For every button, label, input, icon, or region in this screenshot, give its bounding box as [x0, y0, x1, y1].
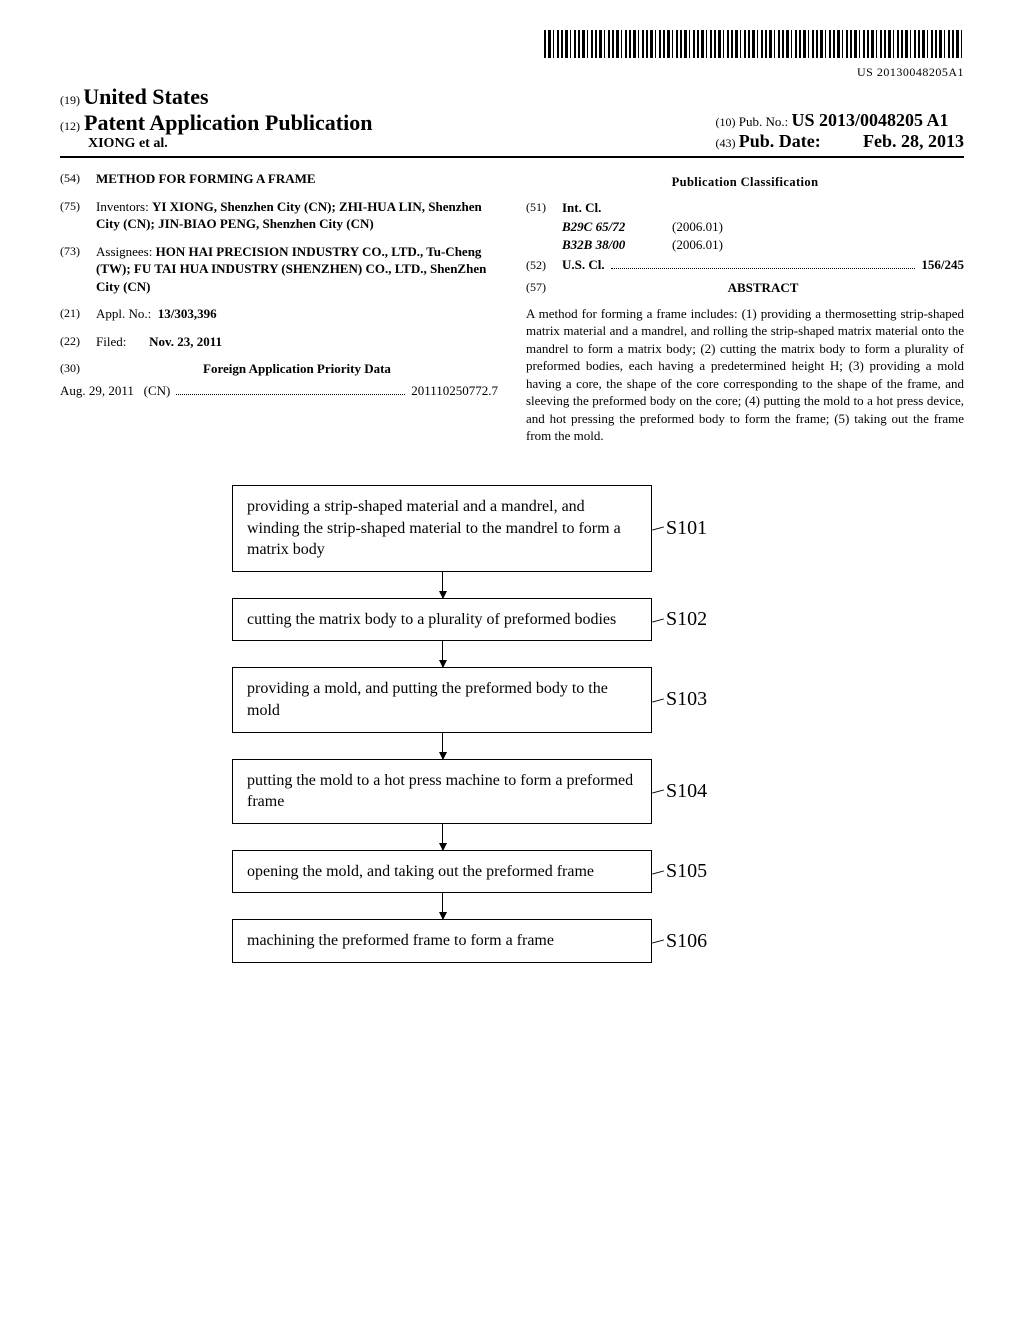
barcode-text: US 20130048205A1	[60, 65, 964, 80]
foreign-date: Aug. 29, 2011	[60, 382, 134, 400]
inventors-num: (75)	[60, 198, 96, 233]
applno-num: (21)	[60, 305, 96, 323]
flow-label: S104	[666, 780, 707, 803]
applno-field: (21) Appl. No.: 13/303,396	[60, 305, 498, 323]
header-left: (12) Patent Application Publication XION…	[60, 110, 372, 152]
uscl-value: 156/245	[921, 256, 964, 274]
pubno-num: (10)	[716, 115, 736, 129]
country-num: (19)	[60, 93, 80, 107]
flow-label: S103	[666, 688, 707, 711]
intcl-code: B32B 38/00	[562, 236, 672, 254]
country-name: United States	[83, 84, 208, 109]
flow-box: providing a mold, and putting the prefor…	[232, 667, 652, 732]
assignees-field: (73) Assignees: HON HAI PRECISION INDUST…	[60, 243, 498, 296]
flow-step: providing a mold, and putting the prefor…	[232, 667, 792, 732]
pub-type-num: (12)	[60, 119, 80, 133]
flow-arrow	[442, 733, 443, 759]
filed-num: (22)	[60, 333, 96, 351]
uscl-label: U.S. Cl.	[562, 256, 605, 274]
filed-field: (22) Filed: Nov. 23, 2011	[60, 333, 498, 351]
flow-label: S102	[666, 608, 707, 631]
flow-step: providing a strip-shaped material and a …	[232, 485, 792, 572]
abstract-text: A method for forming a frame includes: (…	[526, 305, 964, 445]
right-column: Publication Classification (51) Int. Cl.…	[526, 170, 964, 445]
dots-leader	[611, 268, 916, 269]
barcode-region: US 20130048205A1	[60, 30, 964, 80]
intcl-label: Int. Cl.	[562, 199, 601, 217]
abstract-head: ABSTRACT	[728, 280, 799, 295]
abstract-num: (57)	[526, 279, 562, 297]
flow-label: S101	[666, 517, 707, 540]
pubdate-value: Feb. 28, 2013	[824, 131, 964, 152]
header-rule	[60, 156, 964, 158]
pubdate-num: (43)	[716, 136, 736, 150]
intcl-entry: B32B 38/00 (2006.01)	[562, 236, 964, 254]
pubno-value: US 2013/0048205 A1	[791, 110, 948, 130]
flow-label: S105	[666, 860, 707, 883]
applno-value: 13/303,396	[158, 306, 217, 321]
intcl-ver: (2006.01)	[672, 218, 723, 236]
title-text: METHOD FOR FORMING A FRAME	[96, 171, 316, 186]
intcl-num: (51)	[526, 199, 562, 217]
flow-arrow	[442, 893, 443, 919]
flowchart: providing a strip-shaped material and a …	[232, 485, 792, 963]
biblio-columns: (54) METHOD FOR FORMING A FRAME (75) Inv…	[60, 170, 964, 445]
title-field: (54) METHOD FOR FORMING A FRAME	[60, 170, 498, 188]
flow-box: cutting the matrix body to a plurality o…	[232, 598, 652, 642]
flow-box: machining the preformed frame to form a …	[232, 919, 652, 963]
header-right: (10) Pub. No.: US 2013/0048205 A1 (43) P…	[716, 110, 965, 152]
pub-type: Patent Application Publication	[84, 110, 372, 135]
inventors-value: YI XIONG, Shenzhen City (CN); ZHI-HUA LI…	[96, 199, 482, 232]
intcl-entries: B29C 65/72 (2006.01) B32B 38/00 (2006.01…	[526, 218, 964, 253]
foreign-head: Foreign Application Priority Data	[203, 361, 391, 376]
foreign-head-field: (30) Foreign Application Priority Data	[60, 360, 498, 378]
title-num: (54)	[60, 170, 96, 188]
uscl-num: (52)	[526, 257, 562, 273]
barcode-graphic	[544, 30, 964, 58]
flow-box: putting the mold to a hot press machine …	[232, 759, 652, 824]
assignees-value: HON HAI PRECISION INDUSTRY CO., LTD., Tu…	[96, 244, 486, 294]
header-country-line: (19) United States	[60, 84, 964, 110]
left-column: (54) METHOD FOR FORMING A FRAME (75) Inv…	[60, 170, 498, 445]
abstract-head-row: (57) ABSTRACT	[526, 279, 964, 297]
dots-leader	[176, 394, 405, 395]
flow-arrow	[442, 824, 443, 850]
flow-step: opening the mold, and taking out the pre…	[232, 850, 792, 894]
applno-label: Appl. No.:	[96, 306, 151, 321]
pub-type-line: (12) Patent Application Publication	[60, 110, 372, 136]
uscl-field: (52) U.S. Cl. 156/245	[526, 256, 964, 274]
flow-step: cutting the matrix body to a plurality o…	[232, 598, 792, 642]
intcl-field: (51) Int. Cl.	[526, 199, 964, 217]
flow-arrow	[442, 641, 443, 667]
flow-step: putting the mold to a hot press machine …	[232, 759, 792, 824]
pubdate-line: (43) Pub. Date: Feb. 28, 2013	[716, 131, 965, 152]
header-row: (12) Patent Application Publication XION…	[60, 110, 964, 152]
assignees-label: Assignees:	[96, 244, 152, 259]
filed-value: Nov. 23, 2011	[149, 334, 222, 349]
pubdate-label: Pub. Date:	[739, 131, 821, 151]
flow-box: providing a strip-shaped material and a …	[232, 485, 652, 572]
inventors-field: (75) Inventors: YI XIONG, Shenzhen City …	[60, 198, 498, 233]
flow-box: opening the mold, and taking out the pre…	[232, 850, 652, 894]
assignees-num: (73)	[60, 243, 96, 296]
flow-step: machining the preformed frame to form a …	[232, 919, 792, 963]
flow-label: S106	[666, 930, 707, 953]
intcl-ver: (2006.01)	[672, 236, 723, 254]
flow-arrow	[442, 572, 443, 598]
filed-label: Filed:	[96, 334, 126, 349]
classification-head: Publication Classification	[526, 174, 964, 191]
foreign-priority-line: Aug. 29, 2011 (CN) 201110250772.7	[60, 382, 498, 400]
header-authors: XIONG et al.	[88, 136, 372, 152]
intcl-entry: B29C 65/72 (2006.01)	[562, 218, 964, 236]
inventors-label: Inventors:	[96, 199, 149, 214]
foreign-cc: (CN)	[144, 382, 171, 400]
pubno-line: (10) Pub. No.: US 2013/0048205 A1	[716, 110, 965, 131]
foreign-num: (30)	[60, 360, 96, 378]
foreign-app: 201110250772.7	[411, 382, 498, 400]
intcl-code: B29C 65/72	[562, 218, 672, 236]
pubno-label: Pub. No.:	[739, 114, 788, 129]
